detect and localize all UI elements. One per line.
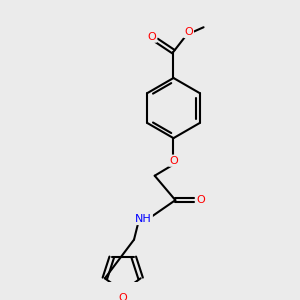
Text: O: O xyxy=(118,293,127,300)
Text: O: O xyxy=(148,32,156,42)
Text: O: O xyxy=(169,156,178,166)
Text: O: O xyxy=(196,195,205,205)
Text: NH: NH xyxy=(135,214,152,224)
Text: O: O xyxy=(184,27,193,37)
